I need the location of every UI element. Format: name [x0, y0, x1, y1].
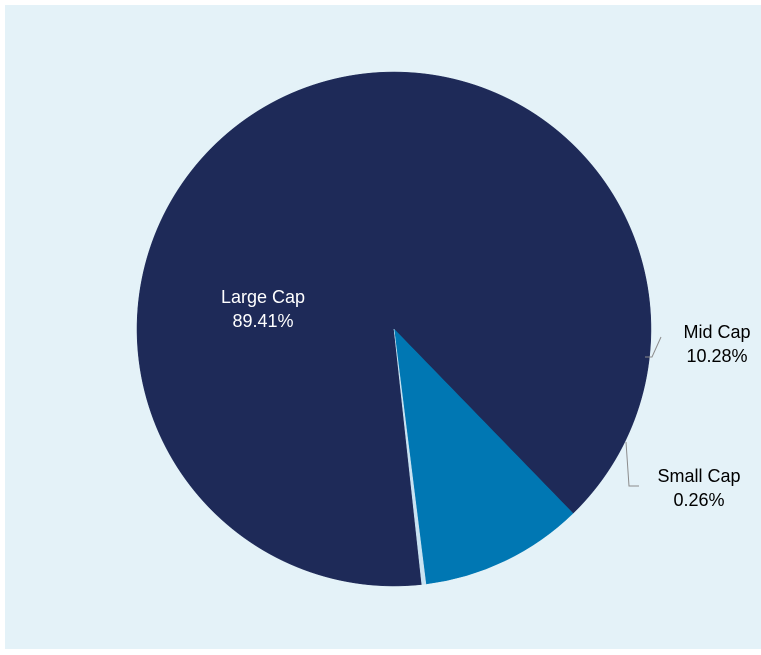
slice-label-name: Small Cap: [657, 466, 740, 486]
slice-label-small-cap: Small Cap 0.26%: [657, 466, 740, 510]
slice-label-mid-cap: Mid Cap 10.28%: [683, 322, 750, 366]
leader-line-small-cap: [626, 442, 639, 486]
slice-label-value: 0.26%: [673, 490, 724, 510]
slice-label-name: Mid Cap: [683, 322, 750, 342]
slice-label-name: Large Cap: [221, 287, 305, 307]
slice-label-value: 89.41%: [232, 311, 293, 331]
slice-label-value: 10.28%: [686, 346, 747, 366]
pie-chart: Large Cap 89.41% Mid Cap 10.28% Small Cap 0.2…: [5, 5, 761, 649]
chart-panel: Large Cap 89.41% Mid Cap 10.28% Small Cap 0.2…: [5, 5, 761, 649]
pie-slices: [137, 72, 651, 586]
